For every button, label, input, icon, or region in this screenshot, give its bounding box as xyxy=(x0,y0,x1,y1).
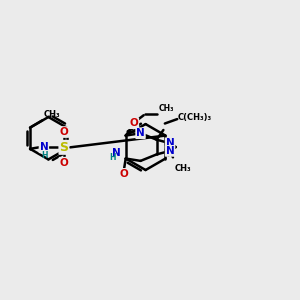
Text: N: N xyxy=(40,142,48,152)
Text: H: H xyxy=(109,153,116,162)
Text: N: N xyxy=(136,128,145,138)
Text: C(CH₃)₃: C(CH₃)₃ xyxy=(178,113,212,122)
Text: O: O xyxy=(130,118,138,128)
Text: O: O xyxy=(59,127,68,137)
Text: CH₃: CH₃ xyxy=(159,103,175,112)
Text: CH₃: CH₃ xyxy=(174,164,191,173)
Text: N: N xyxy=(112,148,121,158)
Text: H: H xyxy=(41,151,48,160)
Text: O: O xyxy=(120,169,129,179)
Text: CH₃: CH₃ xyxy=(44,110,61,119)
Text: O: O xyxy=(59,158,68,168)
Text: S: S xyxy=(59,141,68,154)
Text: N: N xyxy=(166,138,174,148)
Text: N: N xyxy=(166,146,174,156)
